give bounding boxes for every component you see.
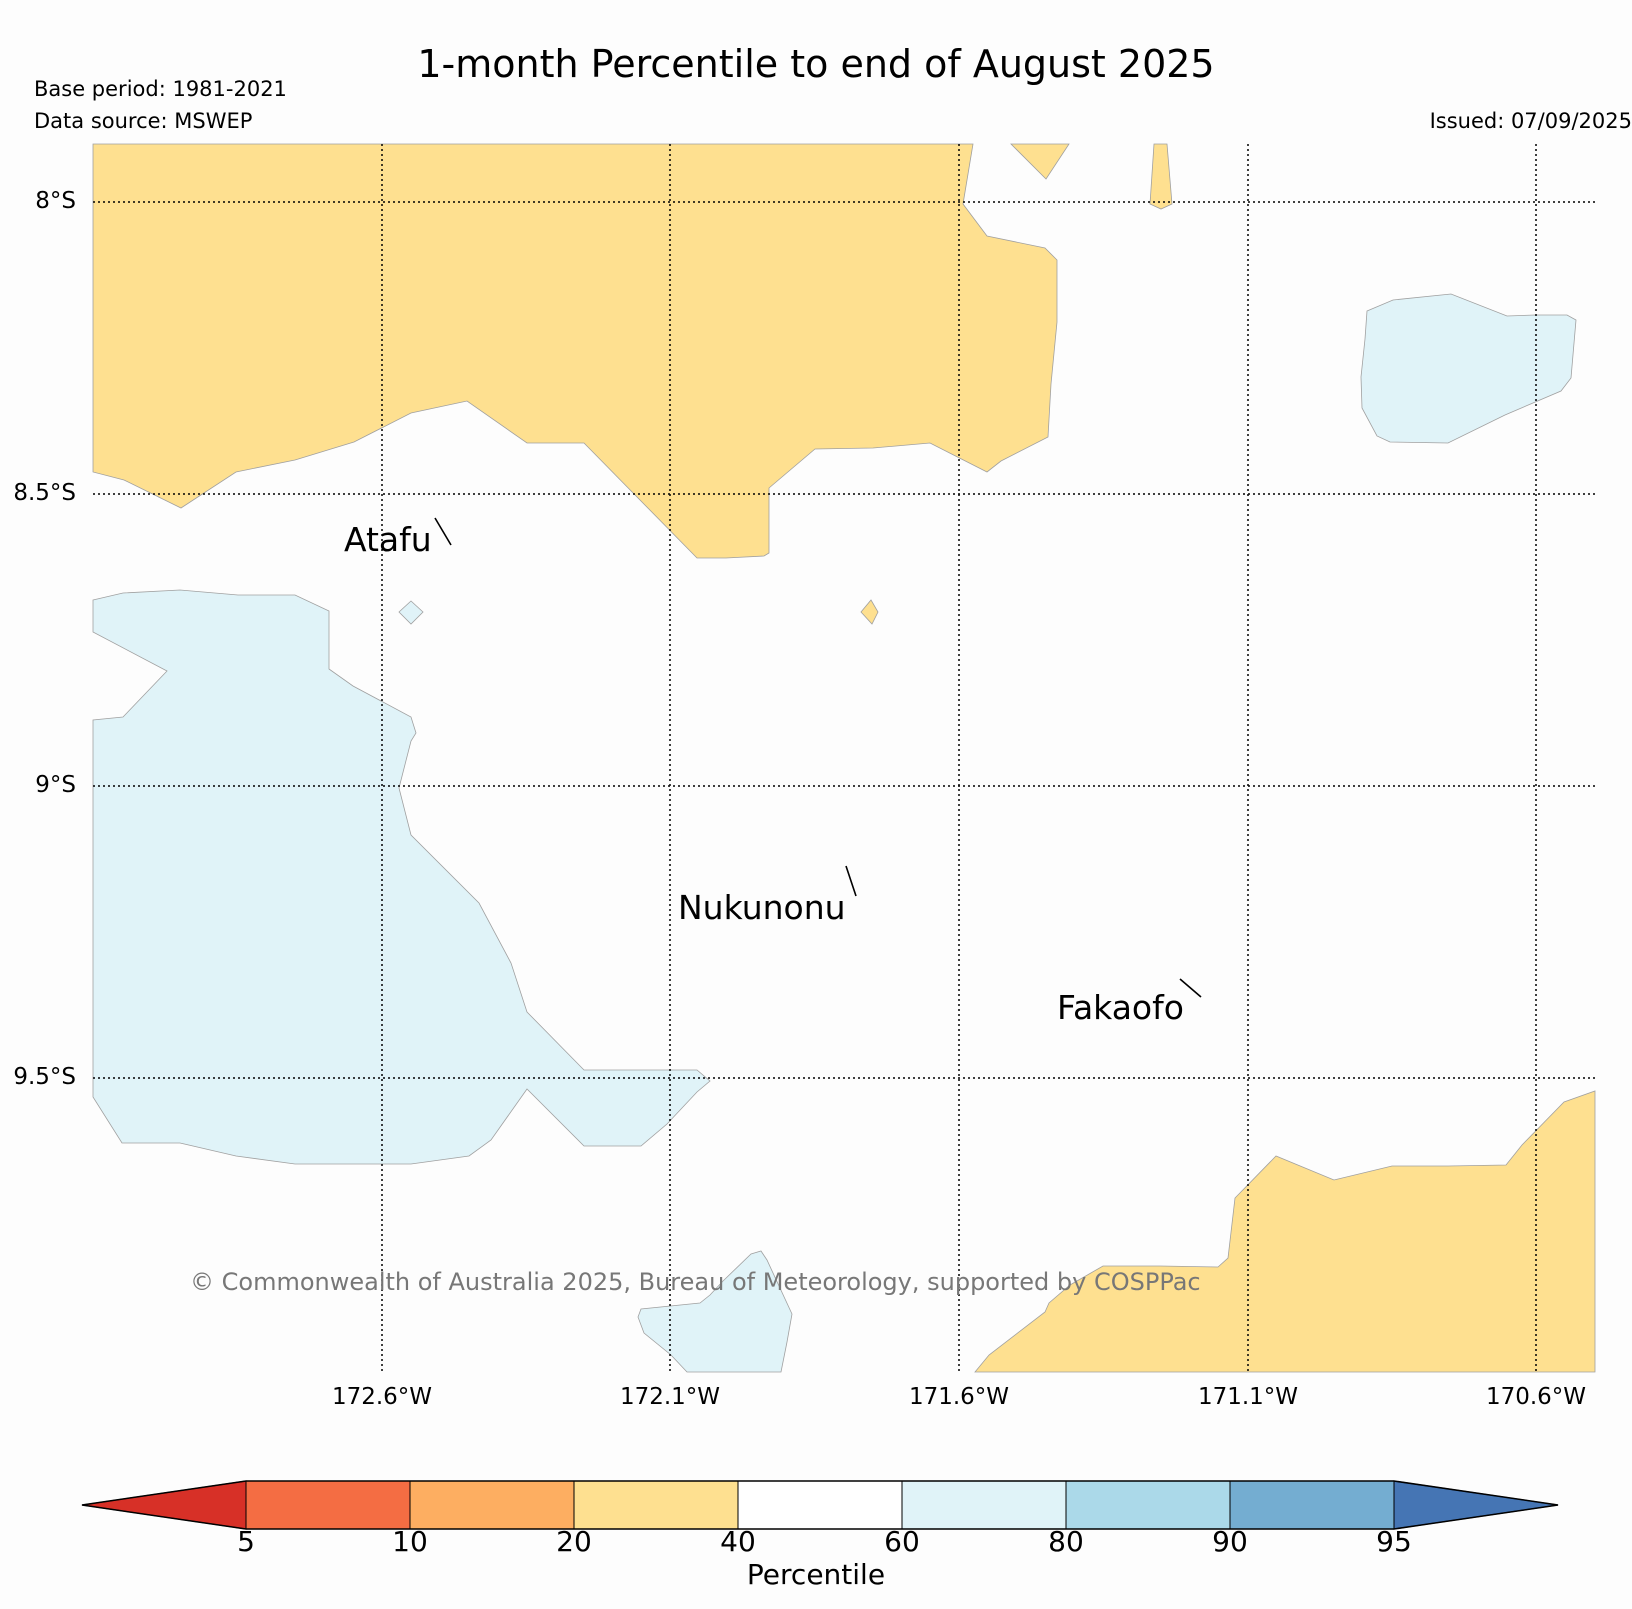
below-normal-patch-top-right: [1149, 143, 1173, 210]
colorbar-tick-20: 20: [556, 1525, 592, 1558]
colorbar-segment-0: [81, 1480, 247, 1530]
place-label-fakaofo: Fakaofo: [1057, 988, 1184, 1027]
lat-label-9-5s: 9.5°S: [13, 1064, 76, 1090]
colorbar-tick-40: 40: [720, 1525, 756, 1558]
colorbar-segment-4: [737, 1480, 903, 1530]
lon-label-172-6w: 172.6°W: [331, 1384, 433, 1410]
place-label-atafu: Atafu: [344, 520, 432, 559]
graticule: [93, 144, 1595, 1372]
data-source-text: Data source: MSWEP: [34, 109, 253, 133]
colorbar-segment-1: [245, 1480, 411, 1530]
above-normal-region-south: [637, 1250, 793, 1373]
colorbar-label: Percentile: [746, 1558, 886, 1591]
colorbar-segment-8: [1393, 1480, 1559, 1530]
nukunonu-atoll-marker: [845, 865, 857, 897]
above-normal-patch-small: [398, 600, 424, 625]
below-normal-patch-top-mid: [1010, 143, 1070, 180]
colorbar-segment-3: [573, 1480, 739, 1530]
lat-label-8s: 8°S: [35, 188, 76, 214]
below-normal-region-north: [92, 143, 1058, 559]
issued-date-text: Issued: 07/09/2025: [1429, 109, 1632, 133]
below-normal-patch-small: [860, 599, 879, 625]
lon-label-172-1w: 172.1°W: [619, 1384, 721, 1410]
place-label-nukunonu: Nukunonu: [678, 888, 846, 927]
above-normal-region-west: [92, 589, 711, 1165]
colorbar-tick-5: 5: [237, 1525, 255, 1558]
colorbar-segment-5: [901, 1480, 1067, 1530]
atafu-atoll-marker: [434, 517, 452, 546]
colorbar: [81, 1480, 1559, 1530]
lat-label-9s: 9°S: [35, 772, 76, 798]
lon-label-171-1w: 171.1°W: [1197, 1384, 1299, 1410]
colorbar-tick-80: 80: [1048, 1525, 1084, 1558]
colorbar-segment-2: [409, 1480, 575, 1530]
colorbar-tick-95: 95: [1376, 1525, 1412, 1558]
below-normal-region-southeast: [974, 1090, 1596, 1373]
colorbar-segment-7: [1229, 1480, 1395, 1530]
lon-label-170-6w: 170.6°W: [1485, 1384, 1587, 1410]
colorbar-tick-10: 10: [392, 1525, 428, 1558]
lon-label-171-6w: 171.6°W: [908, 1384, 1010, 1410]
copyright-notice: © Commonwealth of Australia 2025, Bureau…: [190, 1268, 1201, 1296]
fakaofo-atoll-marker: [1179, 978, 1202, 998]
map-title: 1-month Percentile to end of August 2025: [417, 42, 1215, 86]
colorbar-tick-60: 60: [884, 1525, 920, 1558]
colorbar-segment-6: [1065, 1480, 1231, 1530]
base-period-text: Base period: 1981-2021: [34, 77, 287, 101]
above-normal-region-northeast: [1360, 293, 1577, 444]
colorbar-tick-90: 90: [1212, 1525, 1248, 1558]
lat-label-8-5s: 8.5°S: [13, 480, 76, 506]
